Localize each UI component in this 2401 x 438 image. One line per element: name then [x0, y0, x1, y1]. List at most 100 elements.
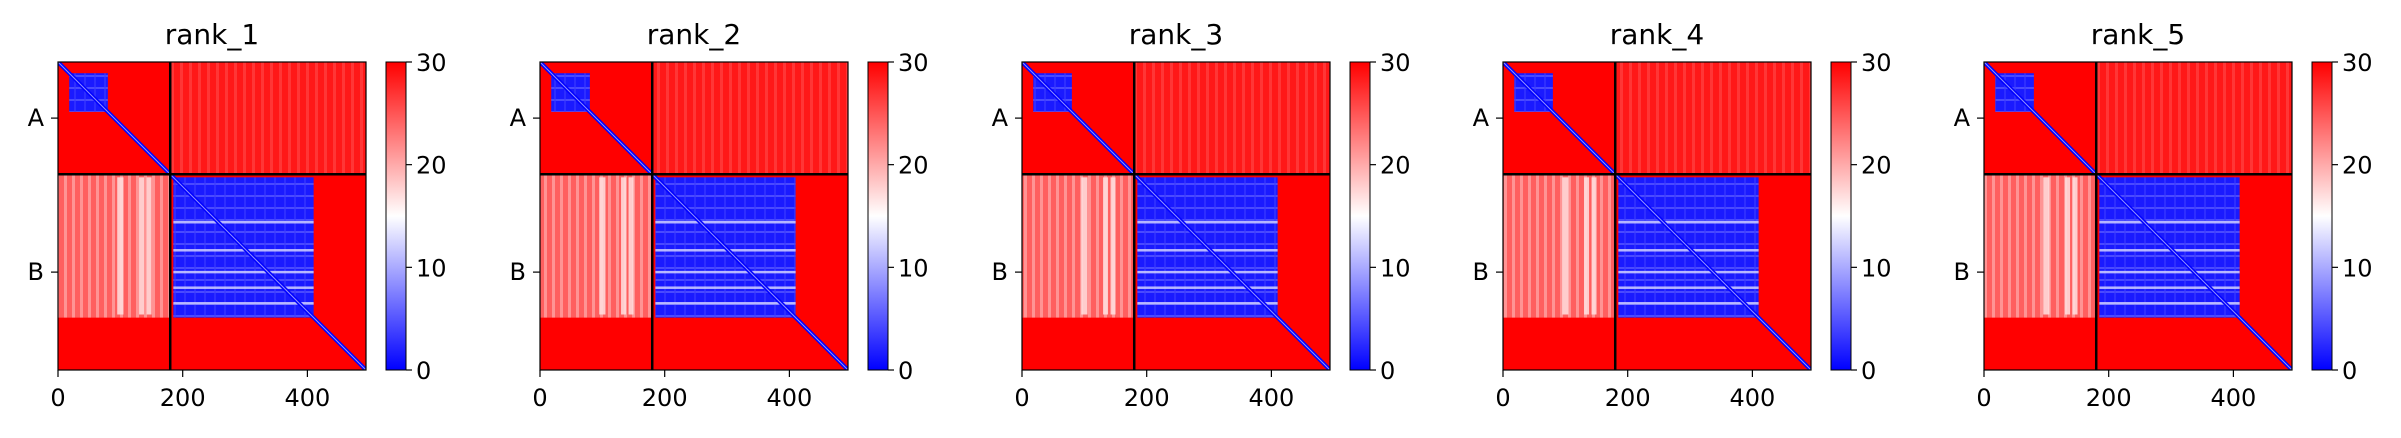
heatmap-region-ab	[1615, 62, 1811, 175]
heatmap-region-ab	[2096, 62, 2292, 175]
heatmap-pale-column	[1591, 177, 1597, 315]
heatmap-pale-row	[173, 270, 314, 274]
heatmap-region-ab	[1134, 62, 1330, 175]
colorbar-tick-label: 20	[2342, 152, 2373, 180]
colorbar-tick-label: 30	[2342, 49, 2373, 77]
panel-rank_2: rank_2 0 200 400 A B 0 10 20 30	[510, 18, 929, 412]
heatmap-pale-column	[2072, 177, 2078, 315]
heatmap-region-ab	[652, 62, 848, 175]
heatmap-pale-column	[1103, 177, 1109, 315]
heatmap-pale-row	[1618, 270, 1759, 274]
heatmap-pale-row	[173, 302, 314, 305]
x-tick-label: 400	[2210, 384, 2256, 412]
x-tick-label: 0	[1014, 384, 1029, 412]
heatmap-region-ab	[170, 62, 366, 175]
heatmap-pale-column	[1562, 177, 1569, 315]
x-tick-label: 400	[1729, 384, 1775, 412]
x-tick-label: 200	[1124, 384, 1170, 412]
axes-frame	[539, 61, 849, 371]
colorbar-tick-label: 20	[1380, 152, 1411, 180]
colorbar-tick-label: 30	[1380, 49, 1411, 77]
colorbar-tick-label: 20	[898, 152, 929, 180]
heatmap-pale-column	[2043, 177, 2050, 315]
heatmap-pale-row	[655, 286, 796, 289]
x-tick-label: 200	[1605, 384, 1651, 412]
heatmap-pale-row	[2099, 220, 2240, 224]
y-tick-label: B	[1954, 258, 1970, 286]
heatmap-pale-row	[655, 220, 796, 224]
x-tick-label: 200	[160, 384, 206, 412]
x-tick-label: 400	[284, 384, 330, 412]
heatmap-pale-row	[1137, 220, 1278, 224]
heatmap-pale-column	[2065, 177, 2071, 315]
axes-frame	[1021, 61, 1331, 371]
heatmap-pale-column	[628, 177, 634, 315]
heatmap-pale-column	[1110, 177, 1116, 315]
heatmap-diagonal-core	[540, 62, 848, 370]
heatmap-pale-row	[173, 220, 314, 224]
y-tick-label: A	[1954, 104, 1971, 132]
heatmap	[1984, 62, 2292, 370]
y-tick-label: A	[510, 104, 527, 132]
heatmap	[58, 62, 366, 370]
heatmap-pale-column	[139, 177, 145, 315]
colorbar-tick-label: 10	[1861, 254, 1892, 282]
x-tick-label: 0	[1976, 384, 1991, 412]
panel-rank_5: rank_5 0 200 400 A B 0 10 20 30	[1954, 18, 2373, 412]
colorbar-tick-label: 30	[416, 49, 447, 77]
panel-title: rank_5	[2091, 18, 2185, 51]
x-tick-label: 0	[50, 384, 65, 412]
axes-frame	[1983, 61, 2293, 371]
panel-rank_4: rank_4 0 200 400 A B 0 10 20 30	[1473, 18, 1892, 412]
heatmap-region-ba	[1503, 174, 1616, 318]
axes-frame	[57, 61, 367, 371]
x-tick-label: 0	[1495, 384, 1510, 412]
heatmap-pale-row	[1137, 270, 1278, 274]
y-tick-label: B	[992, 258, 1008, 286]
colorbar	[1349, 61, 1371, 371]
panel-title: rank_2	[647, 18, 741, 51]
panel-title: rank_1	[165, 18, 259, 51]
y-tick-label: B	[510, 258, 526, 286]
colorbar-tick-label: 20	[416, 152, 447, 180]
heatmap	[1022, 62, 1330, 370]
heatmap-diagonal-core	[1984, 62, 2292, 370]
heatmap-pale-row	[1137, 286, 1278, 289]
heatmap	[540, 62, 848, 370]
x-tick-label: 0	[532, 384, 547, 412]
colorbar-tick-label: 10	[416, 254, 447, 282]
heatmap-pale-row	[655, 270, 796, 274]
heatmap-pale-row	[655, 302, 796, 305]
heatmap-pale-row	[2099, 270, 2240, 274]
panel-rank_1: rank_1 0 200 400 A B 0 10 20 30	[28, 18, 447, 412]
colorbar-tick-label: 0	[898, 357, 913, 385]
colorbar-tick-label: 0	[1380, 357, 1395, 385]
heatmap-pale-row	[1618, 220, 1759, 224]
heatmap-pale-row	[1618, 302, 1759, 305]
colorbar	[867, 61, 889, 371]
axes-frame	[1502, 61, 1812, 371]
panel-title: rank_3	[1129, 18, 1223, 51]
heatmap-region-ba	[540, 174, 653, 318]
colorbar	[1830, 61, 1852, 371]
y-tick-label: A	[28, 104, 45, 132]
colorbar-tick-label: 30	[898, 49, 929, 77]
colorbar-tick-label: 0	[416, 357, 431, 385]
colorbar-tick-label: 0	[1861, 357, 1876, 385]
colorbar-tick-label: 30	[1861, 49, 1892, 77]
y-tick-label: B	[1473, 258, 1489, 286]
x-tick-label: 400	[1248, 384, 1294, 412]
colorbar-tick-label: 0	[2342, 357, 2357, 385]
heatmap-pale-row	[2099, 302, 2240, 305]
panel-title: rank_4	[1610, 18, 1704, 51]
heatmap-pale-column	[599, 177, 606, 315]
heatmap-diagonal-core	[1022, 62, 1330, 370]
heatmap-pale-row	[1137, 302, 1278, 305]
heatmap-pale-column	[1081, 177, 1088, 315]
heatmap-pale-column	[117, 177, 124, 315]
x-tick-label: 200	[642, 384, 688, 412]
panel-rank_3: rank_3 0 200 400 A B 0 10 20 30	[992, 18, 1411, 412]
colorbar	[385, 61, 407, 371]
heatmap-region-ba	[58, 174, 171, 318]
